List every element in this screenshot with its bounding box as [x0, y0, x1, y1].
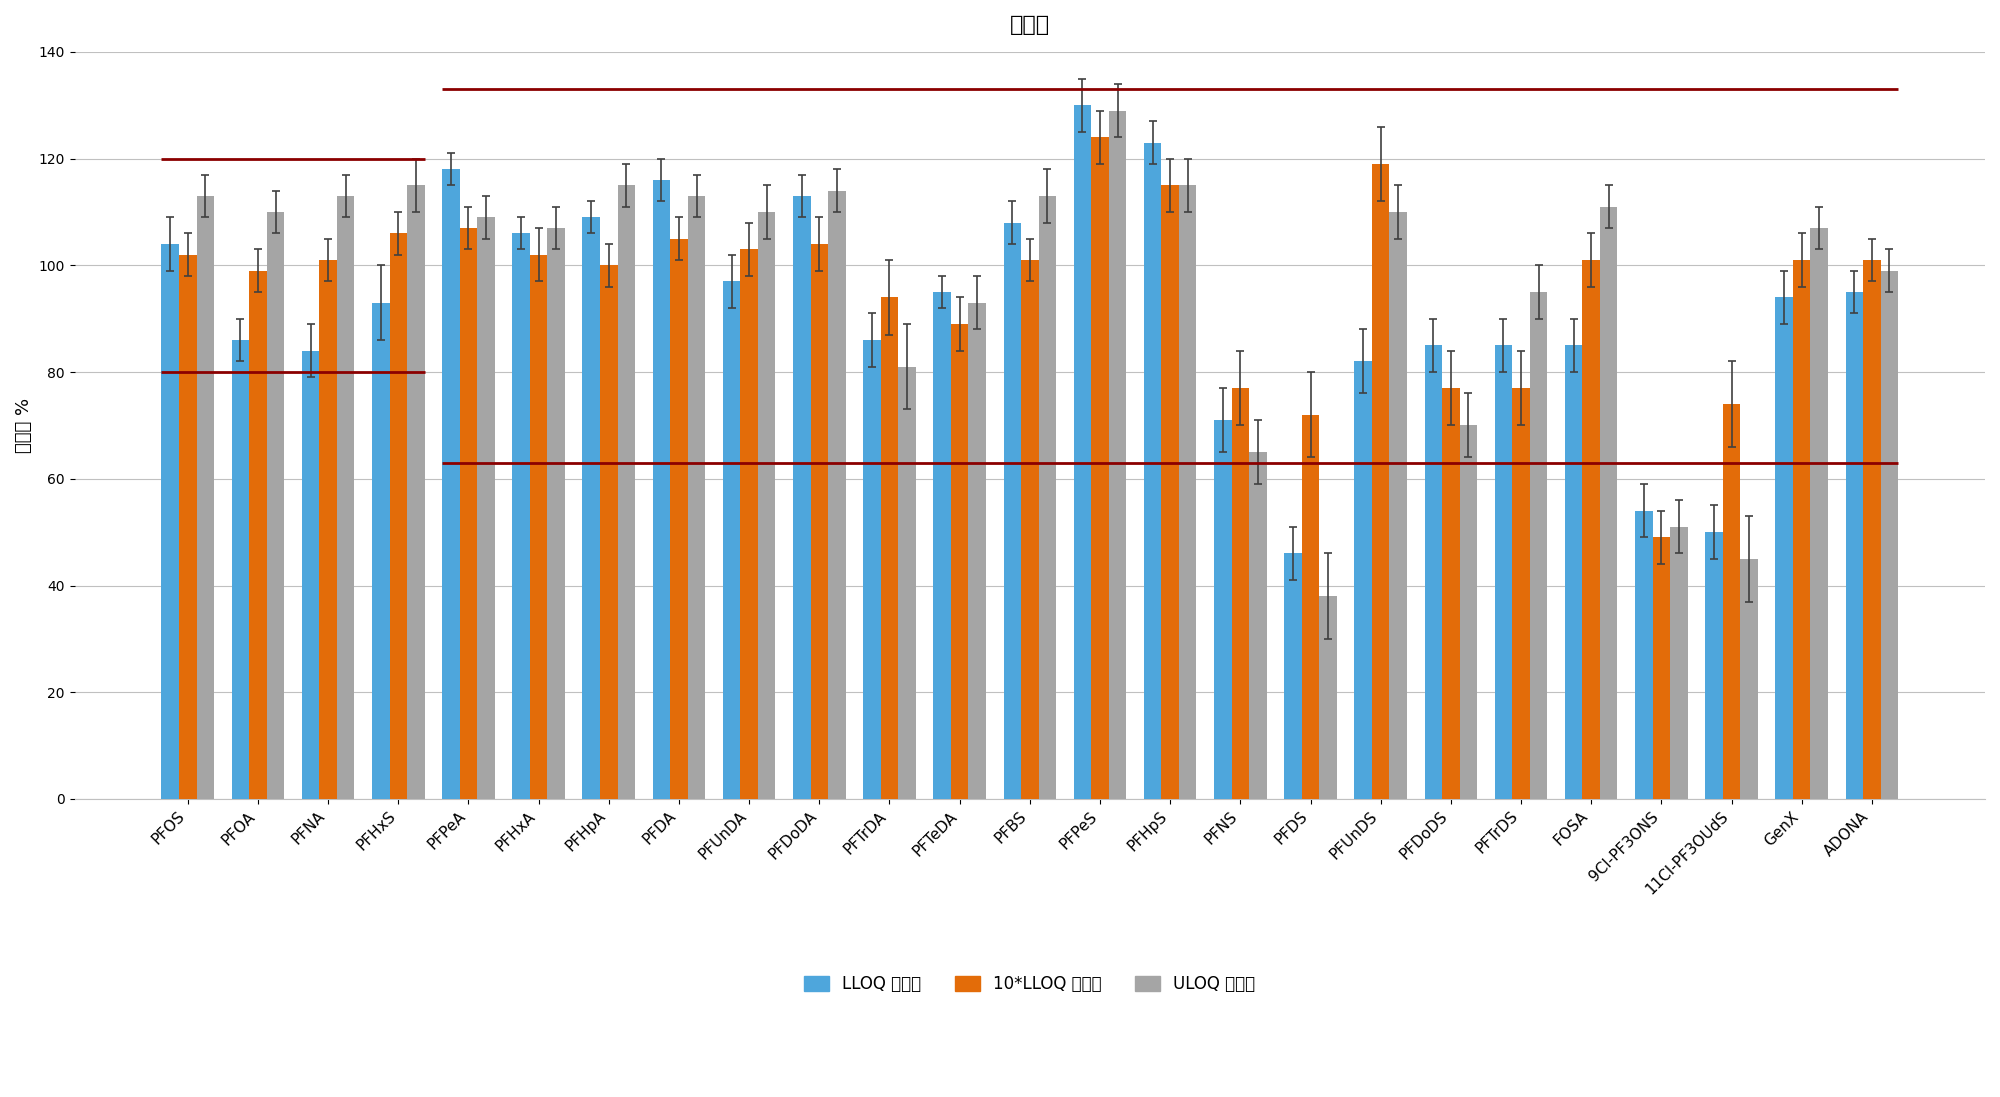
Bar: [1004, 223, 1022, 799]
Bar: [1250, 452, 1266, 799]
Bar: [1494, 346, 1512, 799]
Bar: [1354, 361, 1372, 799]
Bar: [1810, 228, 1828, 799]
Bar: [828, 191, 846, 799]
Bar: [336, 196, 354, 799]
Bar: [582, 217, 600, 799]
Bar: [1530, 292, 1548, 799]
Bar: [1846, 292, 1864, 799]
Bar: [1792, 260, 1810, 799]
Bar: [1320, 596, 1336, 799]
Bar: [1740, 558, 1758, 799]
Bar: [810, 244, 828, 799]
Bar: [1074, 105, 1092, 799]
Bar: [266, 212, 284, 799]
Bar: [390, 234, 408, 799]
Bar: [1092, 137, 1108, 799]
Bar: [530, 255, 548, 799]
Bar: [162, 244, 180, 799]
Bar: [688, 196, 706, 799]
Bar: [722, 281, 740, 799]
Bar: [196, 196, 214, 799]
Bar: [880, 297, 898, 799]
Bar: [1162, 185, 1178, 799]
Bar: [1636, 511, 1652, 799]
Bar: [1880, 271, 1898, 799]
Bar: [1284, 554, 1302, 799]
Bar: [600, 265, 618, 799]
Bar: [1564, 346, 1582, 799]
Bar: [864, 340, 880, 799]
Bar: [618, 185, 636, 799]
Bar: [548, 228, 564, 799]
Bar: [1302, 415, 1320, 799]
Bar: [1512, 388, 1530, 799]
Bar: [1372, 163, 1390, 799]
Bar: [1652, 538, 1670, 799]
Bar: [302, 351, 320, 799]
Bar: [934, 292, 950, 799]
Bar: [372, 303, 390, 799]
Bar: [1424, 346, 1442, 799]
Bar: [512, 234, 530, 799]
Y-axis label: 回収率 %: 回収率 %: [14, 398, 32, 453]
Bar: [1864, 260, 1880, 799]
Bar: [1022, 260, 1038, 799]
Bar: [1178, 185, 1196, 799]
Bar: [232, 340, 250, 799]
Bar: [652, 180, 670, 799]
Legend: LLOQ レベル, 10*LLOQ レベル, ULOQ レベル: LLOQ レベル, 10*LLOQ レベル, ULOQ レベル: [798, 969, 1262, 999]
Bar: [1600, 206, 1618, 799]
Bar: [1776, 297, 1792, 799]
Bar: [1232, 388, 1250, 799]
Bar: [1038, 196, 1056, 799]
Bar: [1214, 420, 1232, 799]
Bar: [442, 169, 460, 799]
Bar: [898, 366, 916, 799]
Title: トマト: トマト: [1010, 15, 1050, 35]
Bar: [794, 196, 810, 799]
Bar: [1442, 388, 1460, 799]
Bar: [250, 271, 266, 799]
Bar: [758, 212, 776, 799]
Bar: [740, 249, 758, 799]
Bar: [180, 255, 196, 799]
Bar: [478, 217, 494, 799]
Bar: [670, 239, 688, 799]
Bar: [1144, 143, 1162, 799]
Bar: [1460, 426, 1478, 799]
Bar: [1108, 111, 1126, 799]
Bar: [408, 185, 424, 799]
Bar: [1390, 212, 1406, 799]
Bar: [1722, 404, 1740, 799]
Bar: [460, 228, 478, 799]
Bar: [1706, 532, 1722, 799]
Bar: [950, 324, 968, 799]
Bar: [968, 303, 986, 799]
Bar: [320, 260, 336, 799]
Bar: [1670, 527, 1688, 799]
Bar: [1582, 260, 1600, 799]
